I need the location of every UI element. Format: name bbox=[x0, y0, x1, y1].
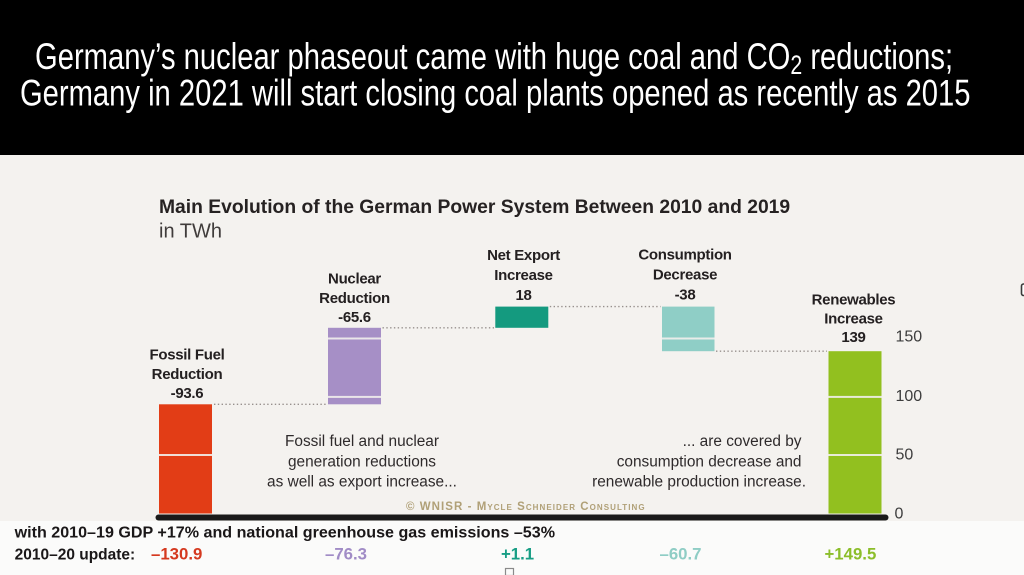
svg-text:+1.1: +1.1 bbox=[501, 545, 534, 564]
svg-text:–76.3: –76.3 bbox=[325, 545, 367, 564]
svg-text:Net Export: Net Export bbox=[487, 247, 560, 264]
svg-text:2010–20 update:: 2010–20 update: bbox=[15, 547, 136, 564]
svg-text:0: 0 bbox=[895, 505, 904, 522]
svg-text:–130.9: –130.9 bbox=[151, 545, 202, 564]
svg-text:Consumption: Consumption bbox=[638, 247, 731, 264]
svg-text:Increase: Increase bbox=[494, 267, 552, 284]
svg-text:renewable production increase.: renewable production increase. bbox=[592, 474, 806, 491]
svg-text:Reduction: Reduction bbox=[152, 366, 223, 383]
svg-text:© WNISR - Mycle Schneider Cons: © WNISR - Mycle Schneider Consulting bbox=[406, 501, 646, 513]
svg-text:Fossil fuel and nuclear: Fossil fuel and nuclear bbox=[285, 433, 439, 450]
svg-text:-65.6: -65.6 bbox=[338, 309, 371, 326]
svg-text:with 2010–19 GDP +17% and nati: with 2010–19 GDP +17% and national green… bbox=[14, 524, 555, 542]
svg-text:-93.6: -93.6 bbox=[171, 385, 204, 402]
svg-text:Increase: Increase bbox=[824, 311, 882, 328]
svg-text:... are covered by: ... are covered by bbox=[683, 433, 802, 450]
svg-text:Germany in 2021 will start clo: Germany in 2021 will start closing coal … bbox=[20, 73, 971, 114]
svg-text:generation reductions: generation reductions bbox=[288, 453, 436, 470]
svg-text:150: 150 bbox=[896, 329, 923, 346]
svg-text:Decrease: Decrease bbox=[653, 266, 717, 283]
svg-text:Renewables: Renewables bbox=[812, 292, 896, 309]
svg-text:Nuclear: Nuclear bbox=[328, 271, 381, 288]
svg-text:consumption decrease and: consumption decrease and bbox=[617, 453, 802, 470]
svg-text:Main Evolution of the German P: Main Evolution of the German Power Syste… bbox=[159, 197, 790, 218]
svg-text:+149.5: +149.5 bbox=[825, 545, 877, 564]
svg-text:Reduction: Reduction bbox=[319, 290, 390, 307]
svg-text:18: 18 bbox=[515, 287, 531, 304]
svg-text:Fossil Fuel: Fossil Fuel bbox=[149, 347, 224, 364]
svg-text:50: 50 bbox=[896, 447, 914, 464]
svg-text:–60.7: –60.7 bbox=[660, 545, 702, 564]
svg-text:as well as export increase...: as well as export increase... bbox=[267, 474, 457, 491]
svg-text:100: 100 bbox=[896, 388, 923, 405]
svg-text:-38: -38 bbox=[675, 287, 696, 304]
svg-text:139: 139 bbox=[841, 329, 865, 346]
svg-text:in TWh: in TWh bbox=[159, 221, 222, 243]
